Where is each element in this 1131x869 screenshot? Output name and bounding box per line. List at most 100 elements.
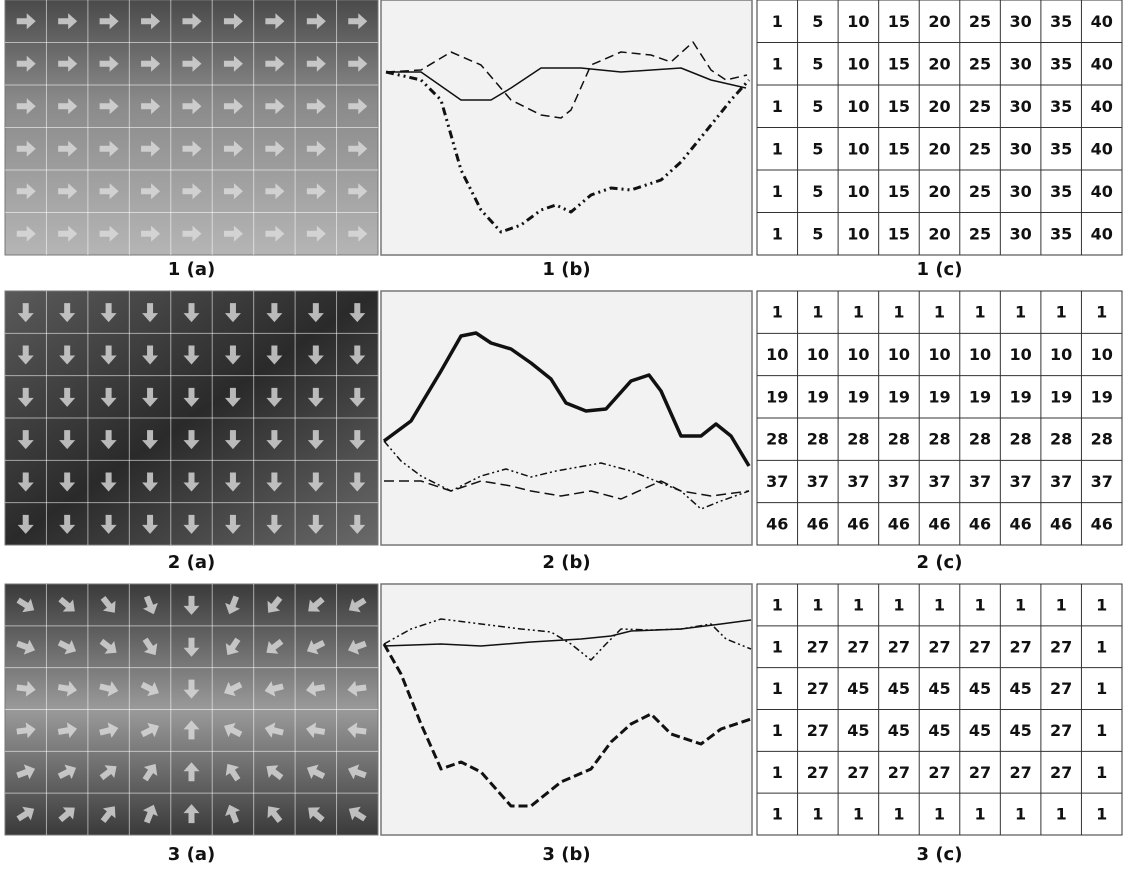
motion-arrow <box>100 345 117 365</box>
table-cell: 28 <box>807 430 829 449</box>
panel-label: 1 (c) <box>917 259 963 280</box>
table-cell: 25 <box>969 139 991 158</box>
motion-arrow <box>99 140 119 157</box>
table-cell: 37 <box>1009 472 1031 491</box>
motion-arrow <box>349 472 366 492</box>
panel-label: 3 (a) <box>168 844 215 865</box>
table-cell: 27 <box>847 763 869 782</box>
motion-arrow <box>224 387 241 407</box>
motion-arrow <box>59 514 76 534</box>
motion-arrow <box>142 303 159 323</box>
table-cell: 25 <box>969 182 991 201</box>
table-cell: 10 <box>847 182 869 201</box>
table-cell: 1 <box>772 679 783 698</box>
motion-arrow <box>59 345 76 365</box>
motion-arrow <box>99 55 119 72</box>
motion-arrow <box>17 345 34 365</box>
motion-arrow <box>142 472 159 492</box>
motion-arrow <box>182 183 202 200</box>
table-cell: 10 <box>1091 345 1113 364</box>
motion-arrow <box>59 303 76 323</box>
table-cell: 5 <box>812 139 823 158</box>
motion-arrow <box>16 764 36 780</box>
table-cell: 20 <box>928 182 950 201</box>
motion-arrow <box>100 303 117 323</box>
motion-arrow <box>306 764 326 779</box>
motion-arrow <box>141 55 161 72</box>
motion-arrow <box>99 225 119 242</box>
table-cell: 25 <box>969 54 991 73</box>
table-cell: 27 <box>1009 763 1031 782</box>
motion-arrow <box>17 303 34 323</box>
motion-arrow <box>57 764 77 779</box>
table-cell: 37 <box>1091 472 1113 491</box>
motion-arrow <box>266 387 283 407</box>
table-cell: 19 <box>888 387 910 406</box>
table-cell: 1 <box>772 637 783 656</box>
motion-arrow <box>267 806 283 824</box>
motion-arrow <box>307 514 324 534</box>
motion-arrow <box>58 13 78 30</box>
table-cell: 37 <box>807 472 829 491</box>
motion-arrow <box>183 762 200 782</box>
motion-arrow <box>183 637 200 657</box>
motion-arrow <box>349 387 366 407</box>
table-cell: 45 <box>1009 721 1031 740</box>
table-cell: 10 <box>888 345 910 364</box>
table-cell: 45 <box>928 721 950 740</box>
motion-curve <box>385 70 751 234</box>
table-cell: 20 <box>928 12 950 31</box>
table-cell: 10 <box>928 345 950 364</box>
motion-arrow <box>183 472 200 492</box>
table-cell: 1 <box>853 303 864 322</box>
table-cell: 45 <box>969 679 991 698</box>
motion-arrow <box>99 13 119 30</box>
table-cell: 27 <box>807 763 829 782</box>
motion-arrow <box>347 764 367 780</box>
motion-arrow <box>142 637 158 656</box>
table-cell: 1 <box>893 805 904 824</box>
table-cell: 19 <box>1009 387 1031 406</box>
table-cell: 28 <box>969 430 991 449</box>
motion-arrow <box>306 225 326 242</box>
table-cell: 15 <box>888 54 910 73</box>
motion-arrow <box>224 472 241 492</box>
motion-arrow <box>223 55 243 72</box>
table-cell: 37 <box>847 472 869 491</box>
motion-arrow <box>347 639 367 655</box>
motion-arrow <box>183 303 200 323</box>
motion-arrow <box>348 98 368 115</box>
motion-arrow <box>16 639 36 655</box>
table-cell: 27 <box>1050 763 1072 782</box>
table-cell: 1 <box>812 303 823 322</box>
table-cell: 28 <box>928 430 950 449</box>
table-cell: 15 <box>888 224 910 243</box>
plot-area <box>380 583 753 836</box>
motion-arrow <box>349 345 366 365</box>
table-cell: 1 <box>1096 763 1107 782</box>
motion-arrow <box>17 387 34 407</box>
motion-arrow <box>141 140 161 157</box>
motion-arrow <box>58 225 78 242</box>
motion-arrow <box>58 183 78 200</box>
table-cell: 40 <box>1091 12 1113 31</box>
motion-arrow <box>265 225 285 242</box>
table-cell: 1 <box>772 224 783 243</box>
table-cell: 19 <box>807 387 829 406</box>
table-cell: 46 <box>1050 514 1072 533</box>
table-cell: 10 <box>847 54 869 73</box>
motion-arrow <box>16 98 36 115</box>
motion-arrow <box>100 387 117 407</box>
table-cell: 40 <box>1091 139 1113 158</box>
motion-arrow <box>182 140 202 157</box>
motion-arrow <box>183 720 200 740</box>
motion-arrow <box>142 345 159 365</box>
table-cell: 10 <box>847 345 869 364</box>
motion-arrow <box>183 595 200 615</box>
table-cell: 30 <box>1009 139 1031 158</box>
motion-arrow <box>141 225 161 242</box>
motion-arrow <box>17 514 34 534</box>
table-cell: 45 <box>888 721 910 740</box>
table-cell: 30 <box>1009 12 1031 31</box>
